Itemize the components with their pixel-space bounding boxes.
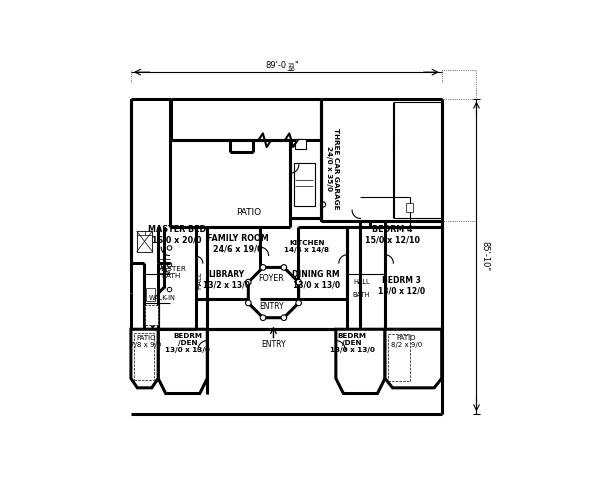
Polygon shape [385, 329, 442, 388]
Text: THREE CAR GARAGE
24/0 x 35/0: THREE CAR GARAGE 24/0 x 35/0 [326, 128, 338, 209]
Text: HALL: HALL [353, 279, 370, 285]
Polygon shape [336, 329, 385, 393]
Circle shape [297, 301, 300, 304]
Bar [388, 334, 410, 381]
Text: PATIO
8/2 x 9/0: PATIO 8/2 x 9/0 [391, 335, 422, 348]
Text: FAMILY ROOM
24/6 x 19/0: FAMILY ROOM 24/6 x 19/0 [206, 235, 268, 254]
Circle shape [247, 301, 250, 304]
Text: DINING RM
13/0 x 13/0: DINING RM 13/0 x 13/0 [292, 271, 340, 290]
Text: 89'-0: 89'-0 [265, 60, 286, 70]
Bar [146, 288, 155, 301]
Bar [145, 304, 158, 326]
Text: HALL: HALL [196, 271, 202, 289]
Text: BATH: BATH [353, 292, 370, 298]
Circle shape [281, 315, 287, 320]
Circle shape [296, 300, 301, 305]
Text: 16: 16 [288, 67, 296, 72]
Circle shape [245, 300, 251, 305]
Text: BEDRM 3
13/0 x 12/0: BEDRM 3 13/0 x 12/0 [377, 276, 425, 296]
Text: WALK-IN: WALK-IN [149, 295, 175, 301]
Circle shape [283, 266, 286, 269]
Text: BEDRM 4
15/0 x 12/10: BEDRM 4 15/0 x 12/10 [365, 225, 420, 245]
Bar [294, 163, 315, 206]
Circle shape [262, 266, 265, 269]
Bar [394, 103, 441, 218]
Circle shape [262, 316, 265, 319]
Bar [147, 312, 154, 322]
Text: 85'-10": 85'-10" [481, 241, 490, 272]
Text: FOYER: FOYER [259, 273, 284, 283]
Text: BEDRM
/DEN
13/0 x 13/0: BEDRM /DEN 13/0 x 13/0 [165, 333, 210, 353]
Polygon shape [158, 329, 208, 393]
Circle shape [245, 279, 251, 285]
Circle shape [296, 279, 301, 285]
Circle shape [260, 315, 266, 320]
Polygon shape [248, 268, 299, 318]
Text: PATIO
7/8 x 9/0: PATIO 7/8 x 9/0 [130, 335, 161, 348]
Text: ENTRY: ENTRY [259, 302, 284, 311]
Text: ": " [295, 60, 298, 70]
Text: MASTER
BATH: MASTER BATH [157, 266, 187, 279]
Bar [137, 231, 152, 252]
Text: 15: 15 [288, 63, 296, 68]
Text: BEDRM
/DEN
13/0 x 13/0: BEDRM /DEN 13/0 x 13/0 [329, 333, 374, 353]
Circle shape [247, 281, 250, 284]
Text: MASTER BED
16/0 x 20/0: MASTER BED 16/0 x 20/0 [148, 225, 206, 245]
Circle shape [283, 316, 286, 319]
Circle shape [260, 265, 266, 270]
Text: LIBRARY
13/2 x 13/0: LIBRARY 13/2 x 13/0 [203, 271, 250, 290]
Circle shape [281, 265, 287, 270]
Bar [295, 139, 306, 149]
Bar [134, 333, 154, 381]
Polygon shape [131, 329, 158, 388]
Bar [406, 203, 413, 212]
Text: ENTRY: ENTRY [261, 340, 286, 349]
Text: PATIO: PATIO [236, 208, 262, 217]
Text: KITCHEN
14/4 x 14/8: KITCHEN 14/4 x 14/8 [284, 240, 329, 252]
Bar [290, 140, 321, 218]
Circle shape [297, 281, 300, 284]
